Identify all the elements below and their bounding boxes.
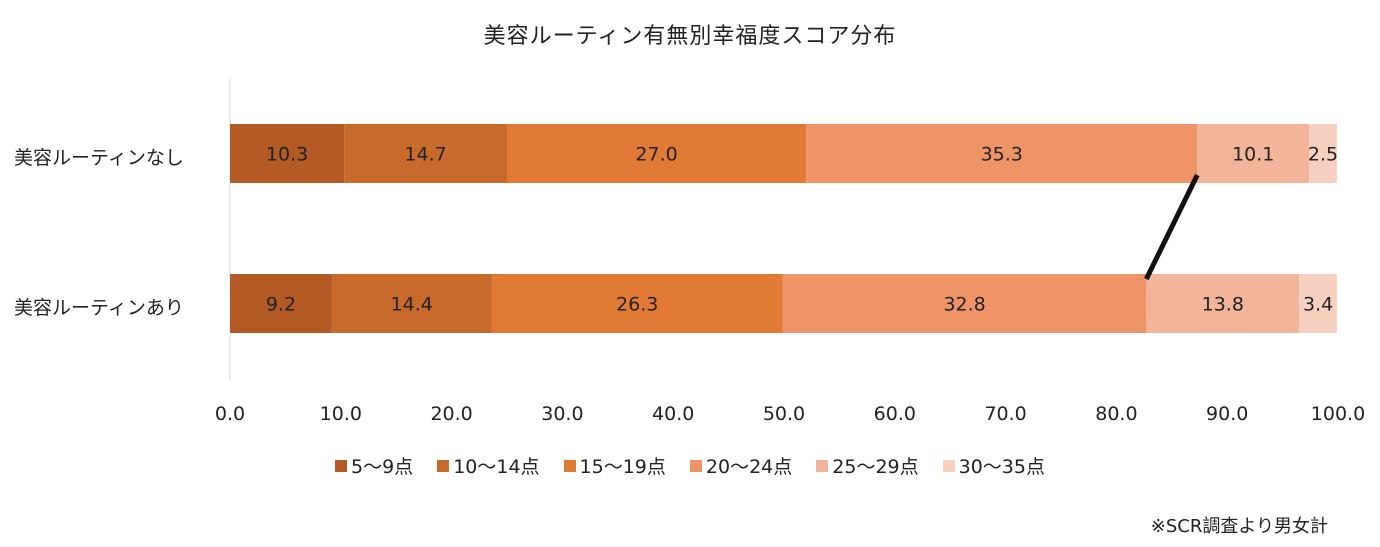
legend-label: 25〜29点 — [832, 456, 919, 478]
legend-item-2: 10〜14点 — [437, 452, 540, 479]
legend-label: 30〜35点 — [958, 456, 1045, 478]
x-tick-label: 10.0 — [320, 403, 362, 425]
x-tick-label: 20.0 — [430, 403, 472, 425]
bar-segment-2-5 — [1146, 274, 1300, 333]
chart-title: 美容ルーティン有無別幸福度スコア分布 — [483, 24, 897, 49]
data-label-1-3: 27.0 — [635, 144, 677, 166]
bar-segment-1-6 — [1309, 124, 1337, 183]
legend-item-4: 20〜24点 — [689, 452, 793, 479]
data-label-2-1: 9.2 — [266, 294, 296, 316]
legend-swatch — [335, 459, 347, 472]
x-tick-label: 60.0 — [874, 403, 916, 425]
stacked-bar-chart: 10.3 14.7 27.0 35.3 10.1 2.5 9.2 14.4 26.3 32.8 13… — [215, 78, 1365, 425]
data-label-1-5: 10.1 — [1232, 144, 1274, 166]
bar-segment-1-2 — [344, 124, 507, 183]
legend-swatch — [942, 459, 955, 472]
data-label-1-4: 35.3 — [981, 144, 1023, 166]
data-label-2-3: 26.3 — [616, 294, 658, 316]
legend-swatch — [816, 459, 829, 472]
legend-label: 15〜19点 — [579, 456, 666, 478]
data-label-1-2: 14.7 — [404, 144, 446, 166]
x-tick-label: 30.0 — [541, 403, 583, 425]
legend-label: 20〜24点 — [705, 456, 793, 478]
legend-item-3: 15〜19点 — [563, 452, 666, 479]
source-note: ※SCR調査より男女計 — [1150, 516, 1328, 537]
x-tick-label: 80.0 — [1095, 403, 1137, 425]
bar-segment-2-4 — [782, 274, 1147, 333]
x-tick-label: 100.0 — [1311, 403, 1365, 425]
bar-segment-2-2 — [331, 274, 492, 333]
category-label-with-routine: 美容ルーティンあり — [14, 297, 184, 319]
series-connector-line — [1144, 173, 1200, 281]
legend-swatch — [437, 459, 450, 472]
x-tick-label: 0.0 — [215, 403, 245, 425]
x-tick-label: 40.0 — [652, 403, 694, 425]
bar-segment-1-4 — [806, 124, 1198, 183]
bar-segment-1-5 — [1197, 124, 1310, 183]
data-label-2-5: 13.8 — [1202, 294, 1244, 316]
x-tick-label: 90.0 — [1206, 403, 1248, 425]
legend-label: 10〜14点 — [453, 456, 540, 478]
data-label-2-2: 14.4 — [391, 294, 433, 316]
data-label-2-6: 3.4 — [1303, 294, 1333, 316]
legend-item-1: 5〜9点 — [335, 452, 413, 479]
legend-swatch — [689, 459, 702, 472]
legend-label: 5〜9点 — [351, 456, 414, 478]
x-tick-label: 50.0 — [763, 403, 805, 425]
legend-item-6: 30〜35点 — [942, 452, 1045, 479]
data-label-1-6: 2.5 — [1308, 144, 1338, 166]
chart-legend: 5〜9点 10〜14点 15〜19点 20〜24点 25〜29点 30〜35点 — [0, 452, 1380, 479]
legend-item-5: 25〜29点 — [816, 452, 919, 479]
bar-segment-2-3 — [491, 274, 783, 333]
category-label-without-routine: 美容ルーティンなし — [14, 147, 184, 169]
bar-segment-2-1 — [230, 274, 332, 333]
legend-swatch — [563, 459, 576, 472]
data-label-1-1: 10.3 — [266, 144, 308, 166]
bar-segment-1-3 — [507, 124, 807, 183]
bar-segment-1-1 — [230, 124, 345, 183]
data-label-2-4: 32.8 — [943, 294, 985, 316]
bar-segment-2-6 — [1299, 274, 1337, 333]
x-tick-label: 70.0 — [984, 403, 1026, 425]
